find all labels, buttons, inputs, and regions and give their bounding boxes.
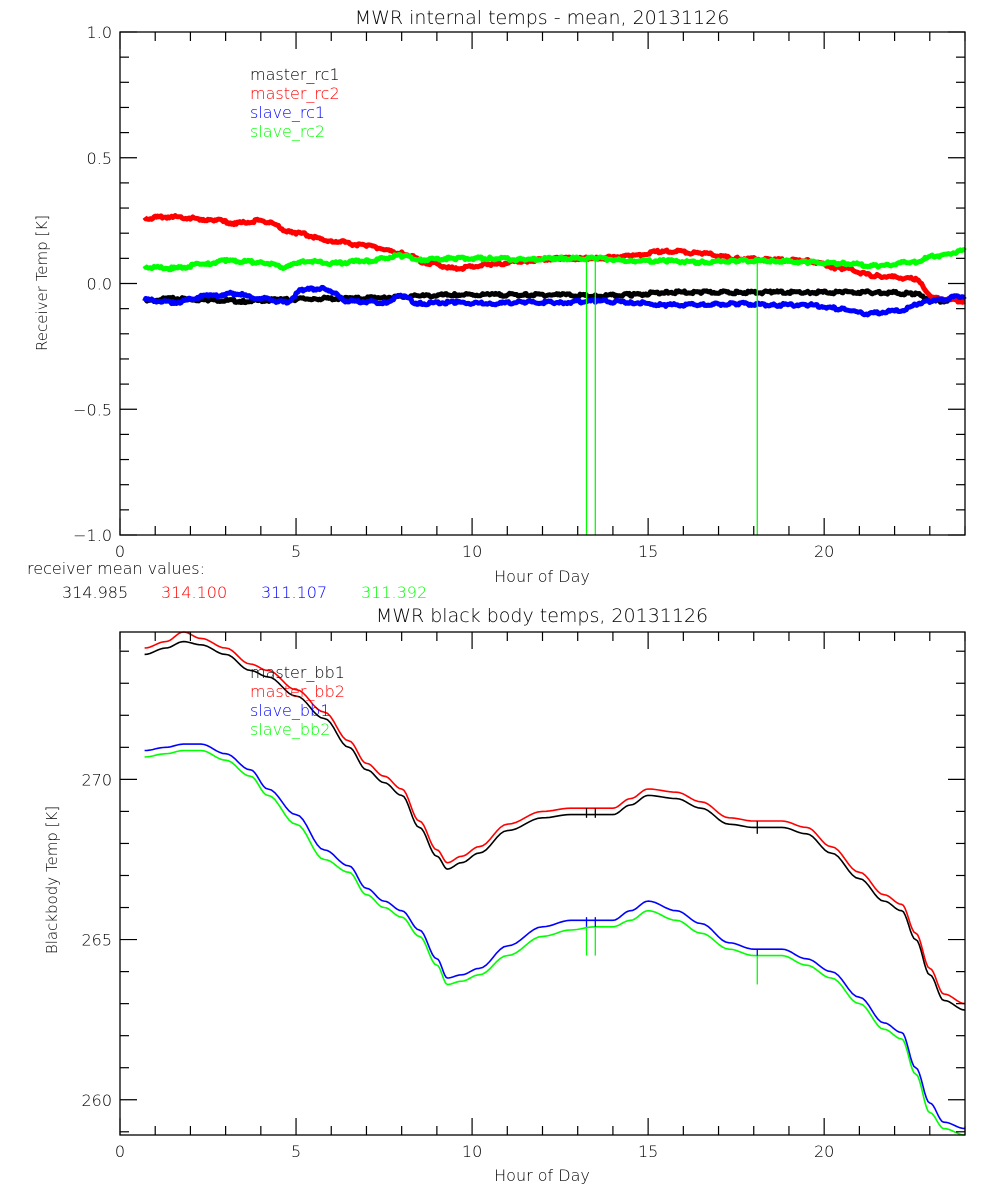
y-tick-label: 0.5 — [87, 149, 112, 168]
series-line-slave-bb2 — [144, 749, 966, 1136]
legend-entry: slave_bb1 — [250, 701, 330, 720]
x-tick-label: 10 — [462, 1142, 482, 1161]
axes-frame — [119, 631, 966, 1136]
y-tick-label: −1.0 — [73, 526, 112, 545]
legend-entry: master_bb1 — [250, 663, 345, 682]
top-chart-ylabel: Receiver Temp [K] — [33, 215, 51, 351]
receiver-mean-value: 311.107 — [261, 583, 327, 602]
legend-entry: slave_rc1 — [250, 103, 325, 122]
top-chart-xlabel: Hour of Day — [494, 567, 590, 586]
x-tick-label: 20 — [814, 1142, 834, 1161]
legend-entry: master_rc2 — [250, 84, 340, 103]
y-tick-label: 1.0 — [87, 23, 112, 42]
bottom-chart-xlabel: Hour of Day — [494, 1166, 590, 1185]
x-tick-label: 5 — [291, 1142, 301, 1161]
bottom-chart-ylabel: Blackbody Temp [K] — [43, 806, 61, 954]
receiver-mean-value: 311.392 — [361, 583, 427, 602]
legend-entry: master_bb2 — [250, 682, 345, 701]
series-line-slave-rc2 — [142, 247, 967, 273]
x-tick-label: 15 — [638, 542, 658, 561]
y-tick-label: 265 — [81, 931, 112, 950]
series-line-master-bb2 — [144, 631, 966, 1005]
legend-entry: slave_rc2 — [250, 122, 325, 141]
x-tick-label: 0 — [115, 1142, 125, 1161]
x-tick-label: 5 — [291, 542, 301, 561]
legend-entry: slave_bb2 — [250, 720, 330, 739]
y-tick-label: 0.0 — [87, 275, 112, 294]
series-line-slave-bb1 — [144, 743, 966, 1130]
x-tick-label: 0 — [115, 542, 125, 561]
series-line-master-bb1 — [144, 640, 966, 1011]
x-tick-label: 15 — [638, 1142, 658, 1161]
y-tick-label: −0.5 — [73, 400, 112, 419]
legend-entry: master_rc1 — [250, 65, 340, 84]
series-line-slave-rc1 — [142, 284, 967, 318]
bottom-chart-title: MWR black body temps, 20131126 — [376, 605, 708, 627]
x-tick-label: 10 — [462, 542, 482, 561]
axes-frame — [119, 31, 966, 536]
receiver-mean-value: 314.985 — [62, 583, 128, 602]
y-tick-label: 260 — [81, 1091, 112, 1110]
top-chart-title: MWR internal temps - mean, 20131126 — [355, 7, 730, 29]
receiver-mean-value: 314.100 — [161, 583, 227, 602]
x-tick-label: 20 — [814, 542, 834, 561]
y-tick-label: 270 — [81, 770, 112, 789]
receiver-means-label: receiver mean values: — [27, 559, 205, 578]
